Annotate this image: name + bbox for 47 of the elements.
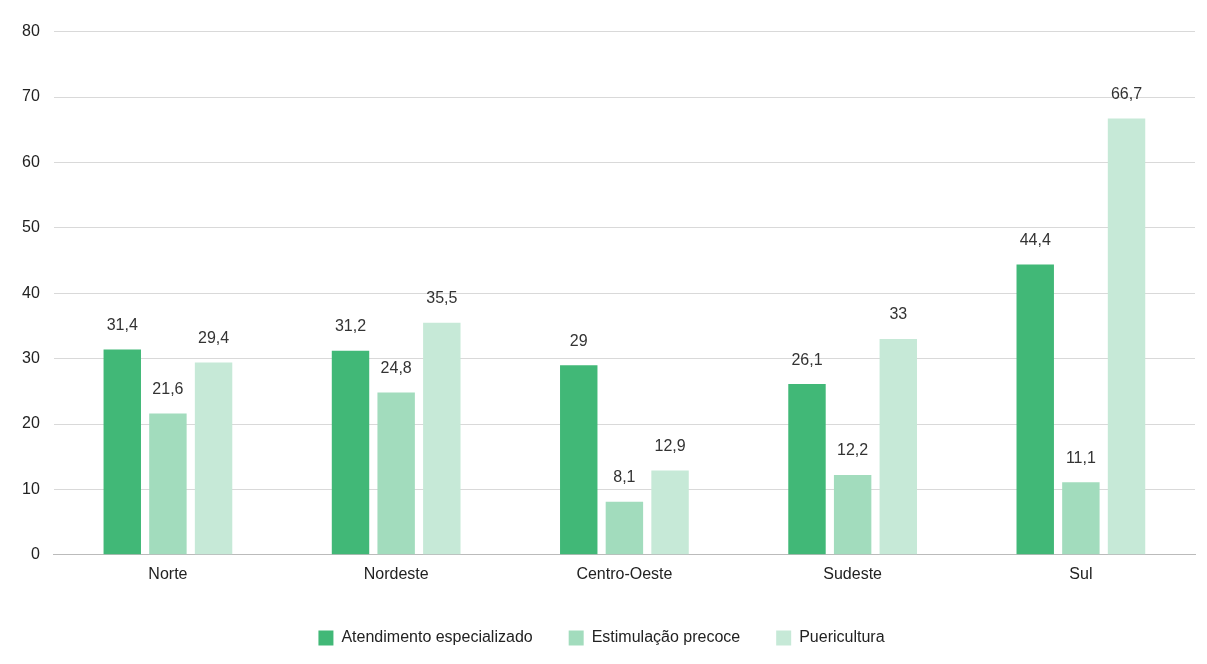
y-tick-label: 0 [30, 545, 40, 563]
y-tick-label: 30 [22, 349, 40, 367]
y-tick-label: 50 [22, 218, 40, 236]
data-label: 31,2 [334, 317, 367, 335]
data-label: 26,1 [791, 350, 823, 368]
y-tick-label: 70 [22, 87, 40, 105]
data-label: 12,2 [837, 441, 869, 459]
legend-label: Estimulação precoce [591, 628, 741, 646]
y-tick-label: 40 [22, 283, 40, 301]
data-label: 21,6 [152, 379, 184, 397]
data-label: 29 [569, 331, 588, 349]
bar [331, 350, 370, 555]
bar [1107, 118, 1146, 555]
y-tick-label: 80 [22, 22, 40, 40]
bar [651, 470, 689, 555]
data-label: 66,7 [1110, 84, 1143, 102]
bar [149, 413, 187, 555]
data-label: 44,4 [1019, 230, 1051, 248]
data-label: 8,1 [613, 468, 636, 486]
bar [1016, 264, 1054, 555]
data-label: 35,5 [426, 289, 458, 307]
bar [194, 362, 233, 555]
bar [377, 392, 415, 555]
x-tick-label: Centro-Oeste [576, 564, 673, 582]
x-tick-label: Sul [1069, 564, 1093, 582]
bar [605, 501, 644, 555]
bar [833, 475, 872, 555]
x-tick-label: Nordeste [363, 564, 429, 582]
legend-label: Atendimento especializado [341, 628, 533, 646]
y-tick-label: 60 [22, 152, 40, 170]
y-tick-label: 20 [22, 414, 40, 432]
data-label: 24,8 [380, 359, 412, 377]
x-tick-label: Sudeste [823, 564, 883, 582]
y-tick-label: 10 [22, 479, 40, 497]
bar [560, 365, 598, 555]
bar [423, 322, 461, 555]
data-label: 29,4 [197, 328, 230, 346]
data-label: 12,9 [654, 436, 686, 454]
legend-label: Puericultura [799, 628, 885, 646]
bar [879, 338, 917, 555]
x-tick-label: Norte [148, 564, 188, 582]
data-label: 31,4 [106, 315, 138, 333]
data-label: 33 [889, 305, 908, 323]
data-label: 11,1 [1065, 448, 1096, 466]
bar [103, 349, 141, 555]
bar [1062, 482, 1100, 555]
bar [788, 384, 826, 555]
